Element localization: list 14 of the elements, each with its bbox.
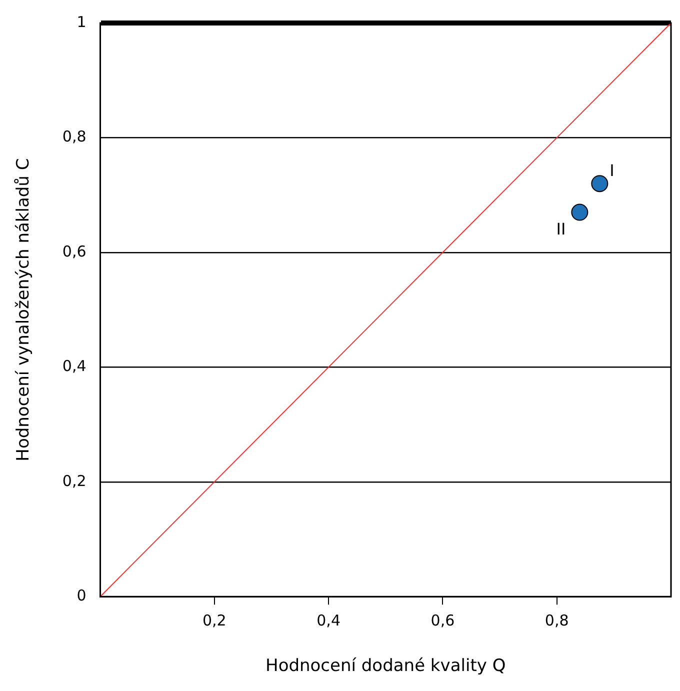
x-tick-label: 0,4 — [316, 611, 340, 630]
y-tick-label: 0,2 — [62, 472, 86, 490]
x-tick-label: 0,8 — [544, 611, 569, 630]
x-axis-title: Hodnocení dodané kvality Q — [266, 656, 506, 676]
y-tick-label: 0,6 — [62, 242, 86, 260]
y-tick-label: 0 — [76, 586, 86, 604]
y-tick-label: 0,8 — [62, 128, 86, 146]
annotation: I — [610, 160, 614, 180]
x-tick-label: 0,2 — [202, 611, 226, 630]
y-tick-label: 1 — [76, 12, 86, 31]
x-tick-label: 0,6 — [430, 611, 455, 630]
y-tick-label: 0,4 — [62, 357, 86, 376]
y-axis-title: Hodnocení vynaložených nákladů C — [14, 158, 34, 462]
annotation: II — [556, 219, 566, 238]
